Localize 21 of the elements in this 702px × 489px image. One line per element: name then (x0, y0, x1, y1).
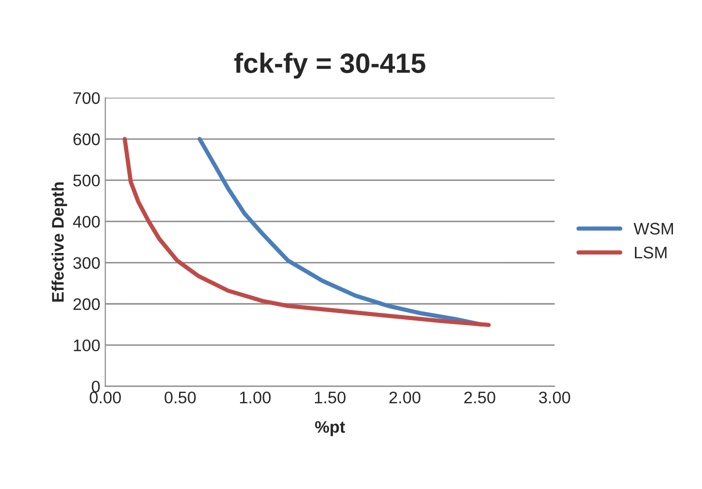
x-tick-label: 3.00 (539, 392, 570, 404)
y-tick-label: 600 (73, 133, 100, 146)
x-tick-label: 1.00 (240, 392, 271, 404)
x-tick-label: 2.50 (464, 392, 496, 404)
legend-label: WSM (634, 222, 673, 235)
line-series (122, 136, 491, 327)
x-tick-label: 1.50 (314, 392, 346, 404)
y-tick-label: 0 (92, 380, 100, 393)
legend-label: LSM (634, 246, 666, 258)
y-tick-label: 500 (73, 174, 100, 186)
x-tick-label: 0.00 (90, 392, 121, 404)
x-tick-label: 2.00 (389, 392, 420, 404)
y-axis-title: Effective Depth (52, 182, 68, 302)
y-tick-label: 200 (73, 298, 100, 310)
chart-title: fck-fy = 30-415 (234, 52, 426, 79)
y-tick-label: 100 (74, 339, 100, 352)
y-tick-label: 300 (73, 257, 100, 269)
x-tick-label: 0.50 (164, 392, 196, 404)
x-axis-title: %pt (315, 421, 346, 436)
y-tick-label: 400 (73, 216, 100, 228)
y-tick-label: 700 (73, 92, 100, 104)
